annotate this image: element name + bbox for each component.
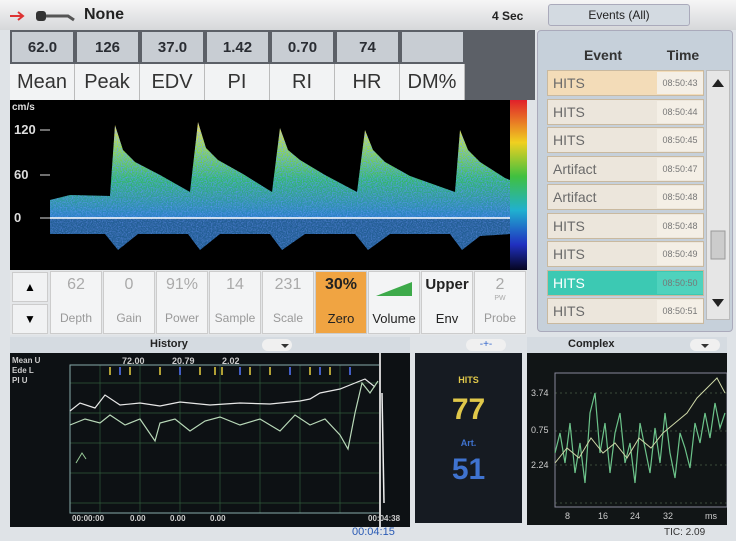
metric-value-box: 74: [337, 32, 398, 62]
metric-label: HR: [335, 64, 400, 100]
events-column-header: Time: [660, 47, 706, 63]
trace-label: PI U: [12, 376, 28, 385]
metric-label: Peak: [75, 64, 140, 100]
event-time: 08:50:44: [657, 101, 703, 123]
history-top-value: 2.02: [222, 356, 240, 366]
control-label: Sample: [209, 311, 261, 325]
history-plot: [10, 353, 410, 527]
tic-label: TIC: 2.09: [664, 527, 705, 538]
marker-button[interactable]: -+-: [466, 339, 506, 351]
history-bottom-label: 00:00:00: [72, 514, 104, 523]
metric-value-box: 126: [77, 32, 138, 62]
metric-value-box: 37.0: [142, 32, 203, 62]
control-label: Scale: [262, 311, 314, 325]
complex-x-label: 16: [598, 511, 608, 521]
history-bottom-label: 0.00: [130, 514, 146, 523]
control-label: Power: [156, 311, 208, 325]
doppler-spectrum: [10, 100, 527, 270]
event-type: HITS: [553, 218, 585, 234]
complex-x-label: 24: [630, 511, 640, 521]
control-value: Upper: [421, 276, 473, 293]
event-time: 08:50:51: [657, 300, 703, 322]
control-label: Depth: [50, 311, 102, 325]
event-time: 08:50:48: [657, 186, 703, 208]
event-type: HITS: [553, 303, 585, 319]
spectrum-tick-label: 120: [14, 122, 36, 137]
complex-x-label: 8: [565, 511, 570, 521]
metric-label: PI: [205, 64, 270, 100]
metric-value-box: 0.70: [272, 32, 333, 62]
event-type: Artifact: [553, 189, 597, 205]
scroll-down-button[interactable]: ▼: [12, 304, 48, 334]
history-bottom-label: 00:04:38: [368, 514, 400, 523]
hits-count: 77: [415, 393, 522, 427]
control-value: 0: [103, 276, 155, 294]
metric-label: RI: [270, 64, 335, 100]
event-time: 08:50:43: [657, 72, 703, 94]
history-top-value: 72.00: [122, 356, 145, 366]
control-label: Zero: [315, 311, 367, 326]
history-title: History: [150, 338, 188, 350]
history-top-value: 20.79: [172, 356, 195, 366]
complex-x-label: 32: [663, 511, 673, 521]
complex-y-label: 0.75: [531, 425, 549, 435]
trace-label: Ede L: [12, 366, 34, 375]
complex-x-label: ms: [705, 511, 717, 521]
event-time: 08:50:50: [657, 272, 703, 294]
events-column-header: Event: [548, 47, 658, 63]
history-bottom-label: 0.00: [170, 514, 186, 523]
metric-label: EDV: [140, 64, 205, 100]
spectrum-tick-label: 60: [14, 167, 28, 182]
history-header: [10, 337, 410, 353]
event-type: HITS: [553, 75, 585, 91]
metric-value-box: 62.0: [12, 32, 73, 62]
spectrum-tick-label: 0: [14, 210, 21, 225]
event-type: Artifact: [553, 161, 597, 177]
control-value: 14: [209, 276, 261, 294]
events-tab[interactable]: Events (All): [548, 4, 690, 26]
control-value: 91%: [156, 276, 208, 294]
complex-dropdown[interactable]: [690, 339, 720, 351]
complex-plot: [527, 353, 727, 525]
event-type: HITS: [553, 246, 585, 262]
source-label: None: [84, 6, 124, 24]
metric-value-box: 1.42: [207, 32, 268, 62]
control-value: 2: [474, 276, 526, 294]
complex-y-label: 3.74: [531, 388, 549, 398]
metric-value-box: [402, 32, 463, 62]
event-type: HITS: [553, 104, 585, 120]
metric-label: DM%: [400, 64, 465, 100]
scroll-up-button[interactable]: ▲: [12, 272, 48, 302]
spectrum-unit: cm/s: [12, 102, 35, 113]
probe-icon: [8, 8, 80, 24]
art-count: 51: [415, 453, 522, 487]
complex-y-label: 2.24: [531, 460, 549, 470]
control-value: 62: [50, 276, 102, 294]
sweep-label: 4 Sec: [492, 9, 523, 23]
trace-label: Mean U: [12, 356, 40, 365]
history-dropdown[interactable]: [262, 339, 292, 351]
control-label: Volume: [368, 311, 420, 326]
complex-title: Complex: [568, 338, 614, 350]
control-label: Env: [421, 311, 473, 326]
event-time: 08:50:48: [657, 215, 703, 237]
event-time: 08:50:49: [657, 243, 703, 265]
event-type: HITS: [553, 132, 585, 148]
volume-ramp: [374, 280, 414, 298]
scrollbar[interactable]: [706, 70, 730, 320]
cursor-time: 00:04:15: [352, 526, 395, 538]
control-value: 30%: [315, 276, 367, 294]
control-label: Probe: [474, 311, 526, 325]
event-type: HITS: [553, 275, 585, 291]
art-label: Art.: [415, 438, 522, 448]
metric-label: Mean: [10, 64, 75, 100]
event-time: 08:50:45: [657, 129, 703, 151]
control-value: 231: [262, 276, 314, 294]
hits-label: HITS: [415, 375, 522, 385]
control-label: Gain: [103, 311, 155, 325]
control-sub: PW: [474, 295, 526, 302]
history-bottom-label: 0.00: [210, 514, 226, 523]
event-time: 08:50:47: [657, 158, 703, 180]
screen: None 4 Sec Events (All) cm/s History 00:…: [0, 0, 736, 541]
